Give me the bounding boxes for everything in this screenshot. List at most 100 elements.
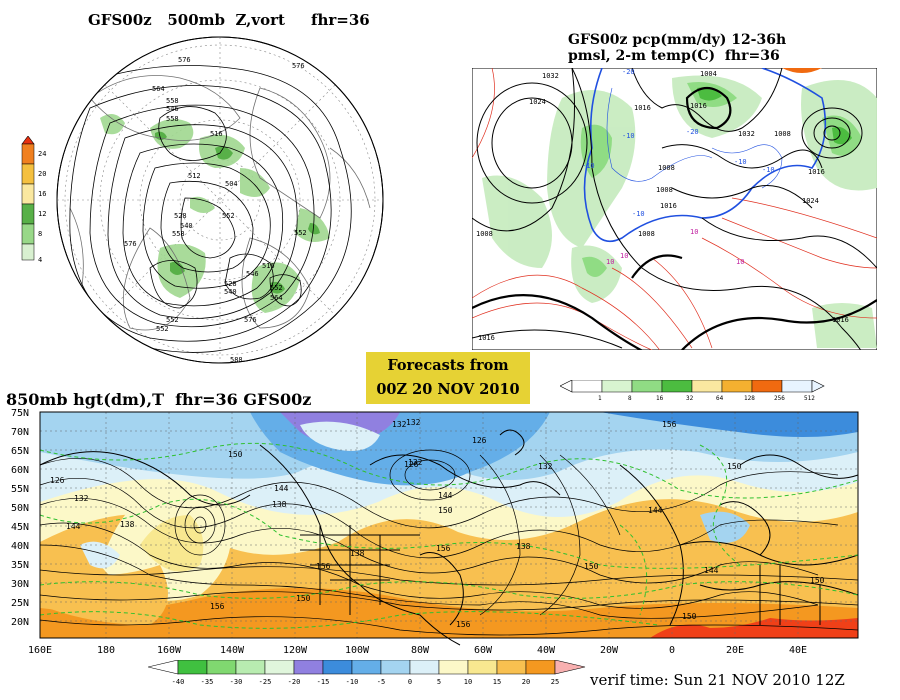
lon-label: 140W: [220, 645, 245, 656]
precip-colorbar: 1 8 16 32 64 128 256 512: [560, 380, 825, 402]
colorbar-label: 5: [437, 678, 441, 686]
colorbar-label: 512: [804, 395, 815, 402]
height-label: 150: [438, 506, 453, 515]
height-label: 156: [662, 420, 677, 429]
height-label: 144: [274, 484, 289, 493]
forecast-line1: Forecasts from: [387, 357, 509, 374]
lon-label: 20E: [726, 645, 744, 656]
contour-label: 540: [224, 288, 237, 296]
isobar-label: 1016: [634, 104, 651, 112]
isobar-label: 1032: [738, 130, 755, 138]
contour-label: 552: [156, 325, 169, 333]
contour-label: 564: [152, 85, 165, 93]
height-label: 150: [727, 462, 742, 471]
colorbar-label: -5: [377, 678, 385, 686]
contour-label: 528: [224, 280, 237, 288]
colorbar-label: -25: [259, 678, 272, 686]
lat-label: 75N: [11, 408, 29, 419]
colorbar-label: 10: [464, 678, 472, 686]
lon-label: 0: [669, 645, 675, 656]
precip-map-title-line1: GFS00z pcp(mm/dy) 12-36h: [568, 32, 787, 48]
isobar-label: 1008: [774, 130, 791, 138]
contour-label: 516: [262, 262, 275, 270]
lon-label: 160E: [28, 645, 52, 656]
isobar-label: 1004: [700, 70, 717, 78]
height-label: 156: [316, 562, 331, 571]
colorbar-label: 15: [493, 678, 501, 686]
temperature-colorbar: -40 -35 -30 -25 -20 -15 -10 -5 0 5 10 15…: [148, 660, 586, 686]
verification-time: verif time: Sun 21 NOV 2010 12Z: [590, 671, 845, 689]
lat-label: 60N: [11, 465, 29, 476]
colorbar-label: 1: [598, 395, 602, 402]
lat-label: 45N: [11, 522, 29, 533]
isobar-label: 1008: [476, 230, 493, 238]
colorbar-label: 8: [628, 395, 632, 402]
colorbar-label: 128: [744, 395, 755, 402]
lon-label: 80W: [411, 645, 430, 656]
height-label: 144: [704, 566, 719, 575]
contour-label: 558: [166, 115, 179, 123]
colorbar-label: 8: [38, 230, 42, 238]
height-label: 138: [120, 520, 135, 529]
lat-label: 70N: [11, 427, 29, 438]
height-label: 126: [50, 476, 65, 485]
precip-pmsl-map: 1032 1024 1008 1004 1016 1016 1008 1008 …: [472, 68, 877, 350]
height-label: 144: [648, 506, 663, 515]
forecast-line2: 00Z 20 NOV 2010: [376, 381, 520, 398]
forecast-init-box: Forecasts from 00Z 20 NOV 2010: [366, 352, 530, 404]
colorbar-label: 16: [38, 190, 46, 198]
height-label: 132: [408, 458, 423, 467]
lon-label: 20W: [600, 645, 619, 656]
isobar-label: 1024: [529, 98, 546, 106]
height-label: 144: [66, 522, 81, 531]
lat-label: 30N: [11, 579, 29, 590]
contour-label: 540: [180, 222, 193, 230]
contour-label: 552: [166, 316, 179, 324]
colorbar-label: -20: [288, 678, 301, 686]
colorbar-label: -30: [230, 678, 243, 686]
height-label: 150: [228, 450, 243, 459]
contour-label: 516: [210, 130, 223, 138]
lon-label: 60W: [474, 645, 493, 656]
isobar-label: 1016: [660, 202, 677, 210]
height-label: 126: [472, 436, 487, 445]
contour-label: 576: [178, 56, 191, 64]
lat-label: 55N: [11, 484, 29, 495]
colorbar-label: -35: [201, 678, 214, 686]
temp-label: 10: [620, 252, 628, 260]
colorbar-label: 20: [38, 170, 46, 178]
isobar-label: 1016: [808, 168, 825, 176]
colorbar-label: 4: [38, 256, 42, 264]
temp-label: -10: [734, 158, 747, 166]
colorbar-label: 0: [408, 678, 412, 686]
colorbar-label: -15: [317, 678, 330, 686]
isobar-label: 1016: [832, 316, 849, 324]
temp-label: -10: [762, 166, 775, 174]
lat-label: 50N: [11, 503, 29, 514]
height-label: 132: [406, 418, 421, 427]
lon-label: 120W: [283, 645, 308, 656]
lat-label: 65N: [11, 446, 29, 457]
contour-label: 546: [166, 105, 179, 113]
height-label: 150: [682, 612, 697, 621]
lon-label: 40W: [537, 645, 556, 656]
vorticity-colorbar: 24 20 16 12 8 4: [21, 136, 46, 264]
contour-label: 576: [244, 316, 257, 324]
contour-label: 546: [246, 270, 259, 278]
polar-500mb-map: 576 576 564 558 546 558 516 512 504 528 …: [56, 36, 384, 364]
colorbar-label: -10: [346, 678, 359, 686]
colorbar-label: 32: [686, 395, 694, 402]
height-label: 138: [350, 549, 365, 558]
height-label: 150: [810, 576, 825, 585]
height-label: 132: [538, 462, 553, 471]
850mb-temperature-map: 75N 70N 65N 60N 55N 50N 45N 40N 35N 30N …: [11, 408, 859, 656]
contour-label: 552: [270, 284, 283, 292]
colorbar-label: 12: [38, 210, 46, 218]
height-label: 156: [436, 544, 451, 553]
lon-label: 40E: [789, 645, 807, 656]
contour-label: 576: [124, 240, 137, 248]
temp-label: 10: [690, 228, 698, 236]
lat-label: 20N: [11, 617, 29, 628]
colorbar-label: 256: [774, 395, 785, 402]
lon-label: 100W: [345, 645, 370, 656]
